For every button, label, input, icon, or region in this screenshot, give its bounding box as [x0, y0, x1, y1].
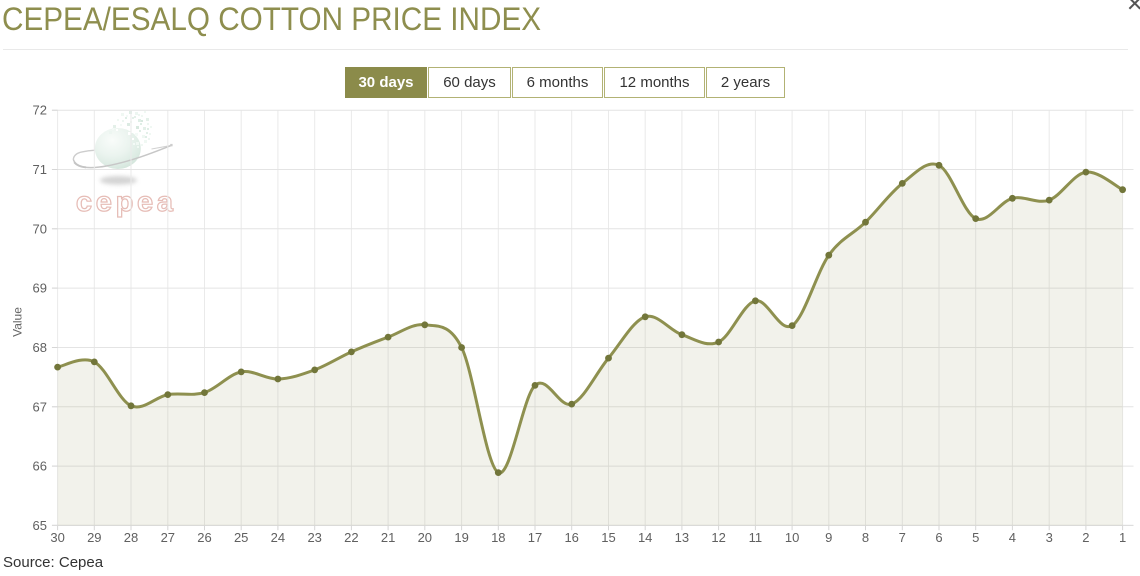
- svg-text:8: 8: [862, 530, 869, 545]
- svg-text:5: 5: [972, 530, 979, 545]
- svg-text:16: 16: [564, 530, 578, 545]
- svg-text:7: 7: [899, 530, 906, 545]
- svg-text:3: 3: [1046, 530, 1053, 545]
- svg-text:12: 12: [711, 530, 725, 545]
- svg-text:15: 15: [601, 530, 615, 545]
- svg-text:65: 65: [33, 518, 47, 533]
- svg-text:1: 1: [1119, 530, 1126, 545]
- svg-text:26: 26: [197, 530, 211, 545]
- svg-text:72: 72: [33, 103, 47, 118]
- svg-text:cepea: cepea: [76, 186, 177, 217]
- svg-text:4: 4: [1009, 530, 1016, 545]
- svg-text:67: 67: [33, 399, 47, 414]
- svg-text:2: 2: [1082, 530, 1089, 545]
- svg-text:69: 69: [33, 281, 47, 296]
- svg-text:27: 27: [161, 530, 175, 545]
- svg-text:6: 6: [935, 530, 942, 545]
- svg-text:18: 18: [491, 530, 505, 545]
- svg-text:23: 23: [307, 530, 321, 545]
- svg-text:13: 13: [675, 530, 689, 545]
- svg-text:9: 9: [825, 530, 832, 545]
- svg-text:68: 68: [33, 340, 47, 355]
- svg-text:66: 66: [33, 459, 47, 474]
- svg-text:22: 22: [344, 530, 358, 545]
- svg-text:19: 19: [454, 530, 468, 545]
- svg-text:14: 14: [638, 530, 652, 545]
- svg-text:71: 71: [33, 162, 47, 177]
- svg-text:70: 70: [33, 221, 47, 236]
- svg-text:29: 29: [87, 530, 101, 545]
- svg-text:Value: Value: [11, 307, 25, 337]
- svg-text:28: 28: [124, 530, 138, 545]
- svg-text:21: 21: [381, 530, 395, 545]
- svg-text:17: 17: [528, 530, 542, 545]
- svg-text:24: 24: [271, 530, 285, 545]
- svg-text:20: 20: [418, 530, 432, 545]
- svg-text:11: 11: [749, 530, 763, 545]
- svg-text:10: 10: [785, 530, 799, 545]
- svg-text:25: 25: [234, 530, 248, 545]
- svg-text:30: 30: [50, 530, 64, 545]
